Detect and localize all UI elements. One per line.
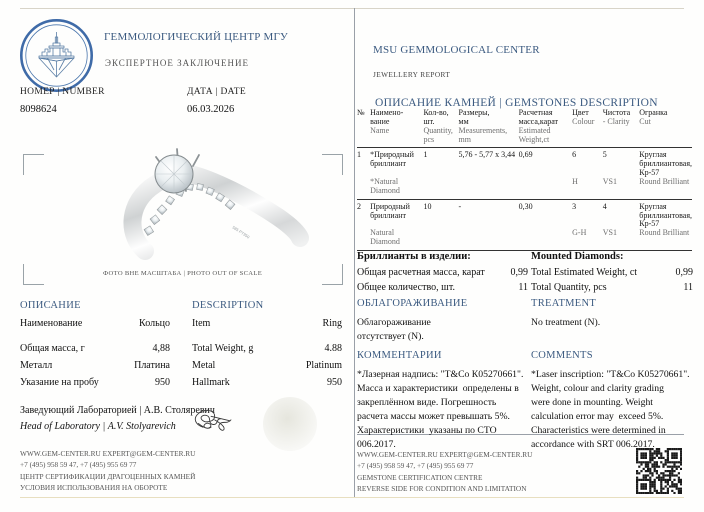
svg-text:585 PT950: 585 PT950	[231, 225, 251, 240]
